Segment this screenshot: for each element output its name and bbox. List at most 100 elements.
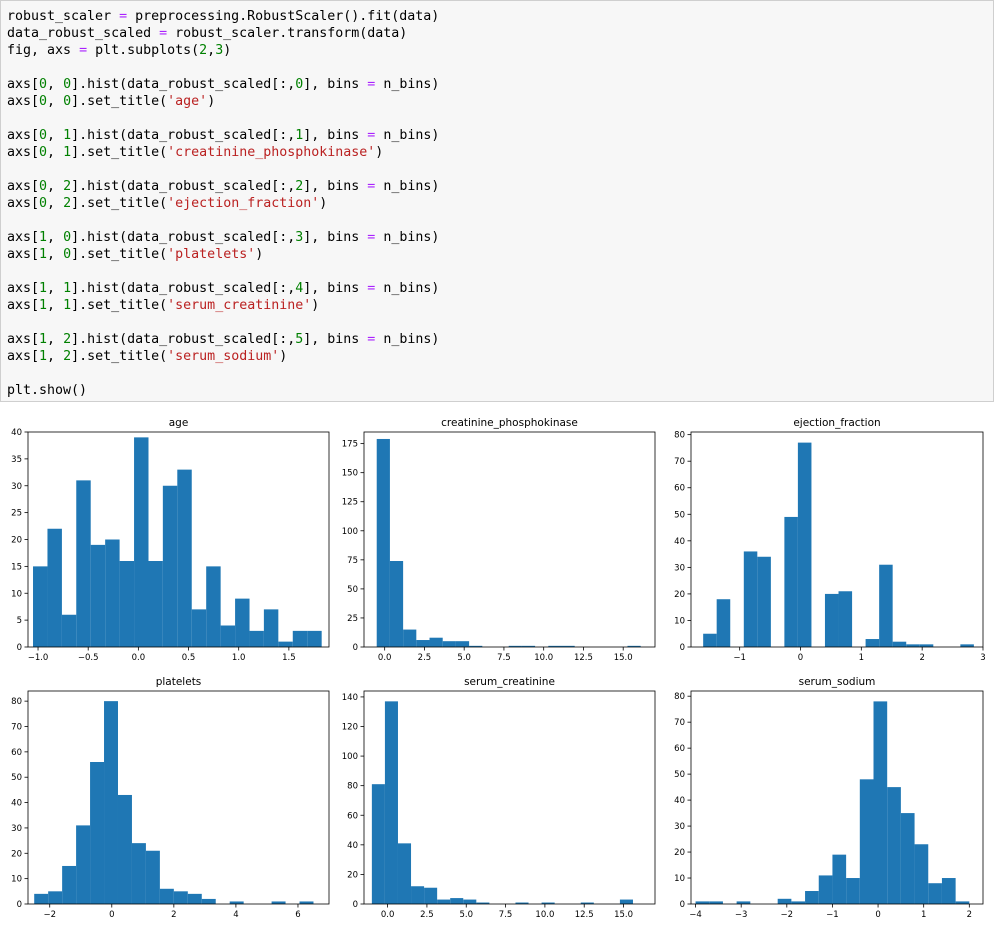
axes-frame — [363, 431, 656, 648]
histogram-bar — [263, 609, 279, 647]
y-tick-label: 120 — [342, 723, 358, 733]
histogram-bar — [695, 901, 710, 904]
code-line: fig, axs = plt.subplots(2,3) — [7, 43, 232, 58]
y-tick-label: 20 — [11, 849, 22, 859]
histogram-bar — [48, 891, 63, 904]
code-line: axs[1, 0].set_title('platelets') — [7, 247, 264, 262]
histogram-bar — [906, 644, 920, 647]
output-area: age −1.0 −0.5 0.0 0.5 1.0 1.5 0 5 10 15 20 25 30 35 40 c… — [0, 412, 1004, 921]
code-line: axs[0, 2].set_title('ejection_fraction') — [7, 196, 328, 211]
histogram-bar — [887, 787, 901, 904]
histogram-bar — [90, 762, 105, 904]
histogram-bar — [824, 593, 839, 647]
axes-frame — [690, 690, 984, 905]
histogram-bar — [191, 609, 207, 647]
y-tick-label: 30 — [11, 824, 22, 834]
x-tick-label: 2 — [967, 910, 972, 920]
x-tick-label: −2 — [781, 910, 794, 920]
y-tick-label: 0 — [17, 900, 22, 910]
y-tick-label: 0 — [680, 643, 685, 653]
x-tick-label: 0 — [875, 910, 880, 920]
y-tick-label: 70 — [674, 457, 685, 467]
y-tick-label: 15 — [11, 562, 22, 572]
histogram-bar — [873, 701, 888, 904]
code-line: axs[1, 2].hist(data_robust_scaled[:,5], … — [7, 332, 440, 347]
y-tick-label: 75 — [347, 556, 358, 566]
y-tick-label: 100 — [342, 527, 358, 537]
x-tick-label: 0 — [109, 910, 114, 920]
histogram-bar — [76, 825, 91, 904]
histogram-bar — [437, 899, 451, 904]
x-tick-label: 0.5 — [182, 653, 196, 663]
histogram-bar — [797, 442, 812, 647]
code-line: axs[0, 0].set_title('age') — [7, 94, 216, 109]
subplot-title: ejection_fraction — [793, 417, 880, 429]
y-tick-label: 0 — [680, 900, 685, 910]
histogram-bar — [442, 641, 456, 647]
x-tick-label: 12.5 — [574, 653, 593, 663]
subplot-title: creatinine_phosphokinase — [441, 417, 578, 429]
histogram-bar — [177, 469, 192, 647]
y-tick-label: 60 — [674, 484, 685, 494]
y-tick-label: 175 — [342, 440, 358, 450]
y-tick-label: 50 — [674, 510, 685, 520]
y-tick-label: 40 — [674, 537, 685, 547]
histogram-bar — [919, 644, 934, 647]
x-tick-label: 12.5 — [575, 910, 594, 920]
y-tick-label: 50 — [347, 585, 358, 595]
code-line: axs[1, 1].hist(data_robust_scaled[:,4], … — [7, 281, 440, 296]
histogram-figure: age−1.0 −0.5 0.0 0.5 1.0 1.50510152025303540c… — [11, 417, 986, 920]
x-tick-label: −3 — [735, 910, 748, 920]
y-tick-label: 40 — [11, 428, 22, 438]
histogram-bar — [463, 899, 477, 904]
code-line: ​ — [7, 212, 987, 229]
x-tick-label: −1 — [826, 910, 839, 920]
histogram-bar — [235, 598, 250, 647]
histogram-bar — [791, 901, 806, 904]
histogram-bar — [865, 639, 880, 647]
histogram-bar — [941, 878, 956, 904]
histogram-bar — [371, 784, 385, 904]
y-tick-label: 80 — [11, 697, 22, 707]
y-tick-label: 30 — [674, 563, 685, 573]
axes-frame — [690, 431, 984, 648]
histogram-bar — [955, 901, 970, 904]
histogram-bar — [879, 564, 893, 647]
histogram-bar — [914, 844, 929, 904]
y-tick-label: 50 — [11, 773, 22, 783]
histogram-bar — [299, 901, 314, 904]
y-tick-label: 80 — [674, 692, 685, 702]
histogram-bar — [61, 614, 77, 647]
histogram-bar — [307, 630, 322, 647]
y-tick-label: 25 — [11, 509, 22, 519]
histogram-bar — [271, 901, 286, 904]
y-tick-label: 40 — [11, 799, 22, 809]
y-tick-label: 140 — [342, 693, 358, 703]
histogram-bar — [429, 637, 443, 647]
y-tick-label: 20 — [11, 536, 22, 546]
code-line: ​ — [7, 59, 987, 76]
histogram-bar — [145, 850, 160, 904]
x-tick-label: 0.0 — [381, 910, 395, 920]
x-tick-label: 2 — [171, 910, 176, 920]
subplot-title: serum_sodium — [799, 676, 876, 688]
y-tick-label: 10 — [11, 875, 22, 885]
code-cell[interactable]: robust_scaler = preprocessing.RobustScal… — [0, 0, 994, 402]
histogram-bar — [162, 485, 178, 647]
histogram-bar — [757, 556, 771, 647]
x-tick-label: 4 — [233, 910, 238, 920]
y-tick-label: 20 — [347, 870, 358, 880]
y-tick-label: 80 — [674, 431, 685, 441]
x-tick-label: 15.0 — [614, 653, 633, 663]
histogram-bar — [159, 888, 174, 904]
histogram-bar — [376, 438, 390, 647]
histogram-bar — [818, 875, 833, 904]
y-tick-label: 70 — [11, 723, 22, 733]
y-tick-label: 125 — [342, 498, 358, 508]
histogram-bar — [859, 779, 874, 904]
y-tick-label: 0 — [353, 643, 358, 653]
histogram-bar — [960, 644, 974, 647]
code-line: ​ — [7, 365, 987, 382]
